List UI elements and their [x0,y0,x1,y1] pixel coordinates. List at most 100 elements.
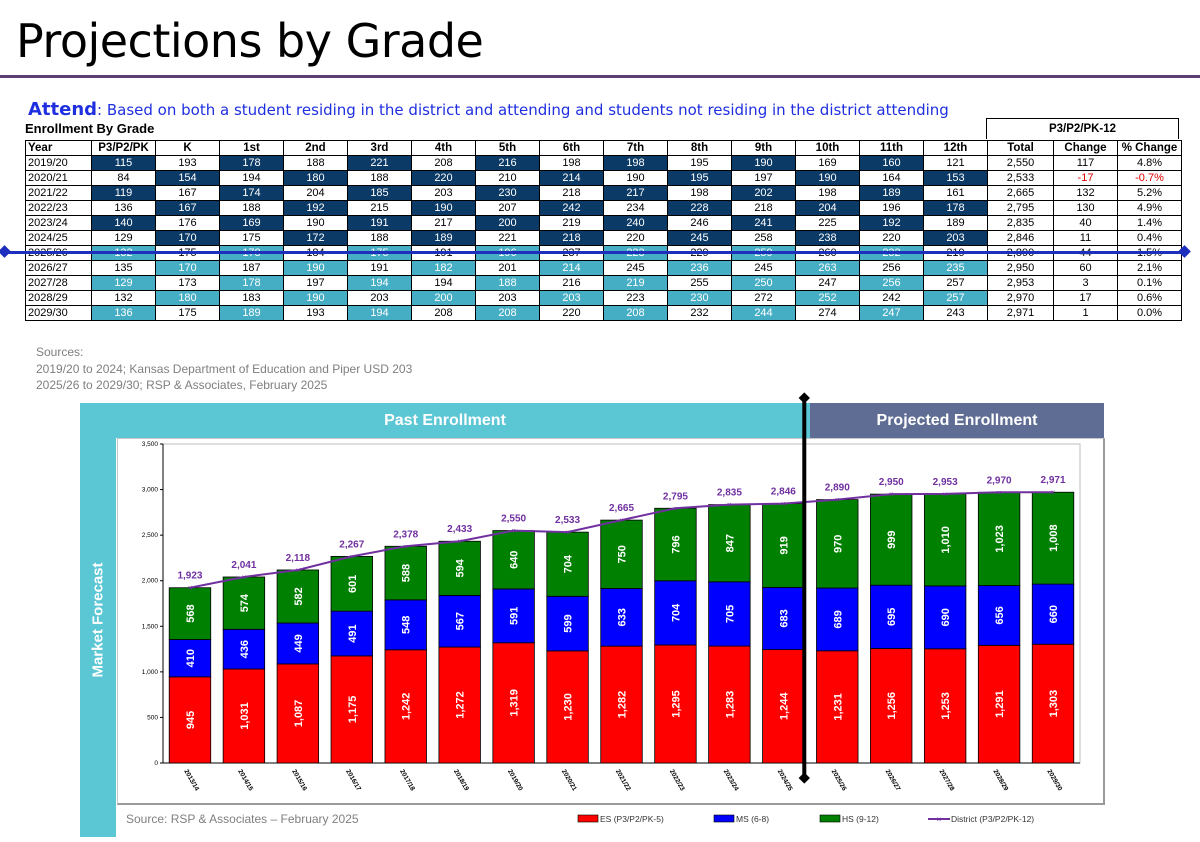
table-cell: 185 [347,185,412,201]
bar-value-label: 683 [778,609,790,627]
table-cell: 132 [91,290,156,306]
table-cell: 5.2% [1117,185,1182,201]
y-tick-label: 500 [147,714,158,721]
bar-value-label: 704 [670,603,682,622]
table-cell: 234 [603,200,668,216]
sources-line-2: 2025/26 to 2029/30; RSP & Associates, Fe… [36,378,328,392]
bar-hs [276,569,320,624]
bar-value-label: 594 [455,558,467,577]
table-cell: 0.4% [1117,230,1182,246]
district-value-label: 2,665 [609,503,634,514]
legend-marker: × [937,815,942,824]
bar-es [168,676,212,764]
district-point: × [619,516,624,525]
x-tick-label: 2015/16 [290,768,308,792]
table-cell: 194 [347,275,412,291]
district-value-label: 2,835 [717,488,742,499]
x-tick-label: 2018/19 [452,768,470,792]
table-cell: 245 [667,230,732,246]
bar-ms [923,585,967,650]
y-tick-label: 1,000 [142,669,159,676]
table-header-row: Year P3/P2/PK K 1st 2nd 3rd 4th 5th 6th 7th 8th 9th… [25,140,1182,156]
column-header: Total [987,140,1054,156]
bar-es [384,649,427,764]
table-cell: 195 [667,170,732,186]
district-point: × [673,504,678,513]
bar-hs [546,531,589,597]
column-header: 12th [923,140,988,156]
table-cell: 190 [731,155,796,171]
table-row: 2026/27 135 170 187 190 191 182 201 214 245 236 245… [25,260,1182,276]
x-tick-label: 2027/28 [938,768,956,792]
table-cell: 174 [219,185,284,201]
bar-value-label: 588 [401,564,413,582]
bar-hs [708,504,751,583]
table-cell: 193 [283,305,348,321]
x-tick-label: 2022/23 [668,768,686,792]
bar-value-label: 796 [670,535,682,553]
bar-ms [276,622,320,665]
bar-ms [384,599,427,651]
table-row: 2019/20 115 193 178 188 221 208 216 198 198 195 190… [25,155,1182,171]
x-tick-label: 2023/24 [722,768,740,792]
table-cell: 194 [347,305,412,321]
bar-ms [330,610,373,657]
divider-bottom-diamond [798,772,810,784]
table-cell: 232 [667,305,732,321]
table-cell: 4.9% [1117,200,1182,216]
table-cell: 255 [667,275,732,291]
table-cell: 202 [731,185,796,201]
table-cell: 169 [219,215,284,231]
table-cell: 200 [411,290,476,306]
bar-es [438,646,481,764]
bar-es [816,650,859,764]
bar-es [654,644,697,764]
table-cell: 0.1% [1117,275,1182,291]
legend-swatch [713,814,735,823]
bar-value-label: 1,087 [293,700,305,728]
bar-es [977,644,1021,764]
x-tick-label: 2029/30 [1045,768,1063,792]
table-cell: 204 [795,200,860,216]
table-cell: 200 [475,215,540,231]
year-cell: 2022/23 [25,200,92,216]
bar-value-label: 1,242 [401,693,413,721]
table-cell: 241 [731,215,796,231]
x-tick-label: 2016/17 [344,768,362,792]
x-tick-label: 2017/18 [398,768,416,792]
bar-value-label: 656 [994,606,1006,624]
table-cell: 190 [603,170,668,186]
table-cell: 188 [283,155,348,171]
bar-value-label: 1,244 [778,692,790,720]
bar-value-label: 690 [940,608,952,626]
table-caption: Enrollment By Grade [25,121,155,136]
bar-value-label: 704 [563,554,575,573]
table-cell: 192 [859,215,924,231]
table-cell: 235 [923,260,988,276]
bar-value-label: 582 [293,587,305,605]
table-cell: 190 [411,200,476,216]
legend-label: MS (6-8) [736,814,769,824]
district-point: × [1051,488,1056,497]
table-cell: 208 [603,305,668,321]
x-tick-label: 2020/21 [560,768,578,792]
table-row: 2021/22 119 167 174 204 185 203 230 218 217 198 202… [25,185,1182,201]
bar-value-label: 599 [563,614,575,632]
district-value-label: 2,118 [286,553,311,564]
x-tick-label: 2021/22 [614,768,632,792]
table-cell: 230 [475,185,540,201]
y-tick-label: 3,500 [142,441,159,448]
district-point: × [889,490,894,499]
table-cell: 190 [283,260,348,276]
bar-ms [222,628,266,670]
table-row: 2023/24 140 176 169 190 191 217 200 219 240 246 241… [25,215,1182,231]
table-cell: 256 [859,260,924,276]
x-tick-label: 2026/27 [884,768,902,792]
table-cell: 189 [859,185,924,201]
table-cell: 243 [923,305,988,321]
bar-hs [654,507,697,582]
table-cell: 203 [539,290,604,306]
legend-label: HS (9-12) [842,814,879,824]
y-tick-label: 1,500 [142,623,159,630]
bar-value-label: 1,023 [994,525,1006,553]
